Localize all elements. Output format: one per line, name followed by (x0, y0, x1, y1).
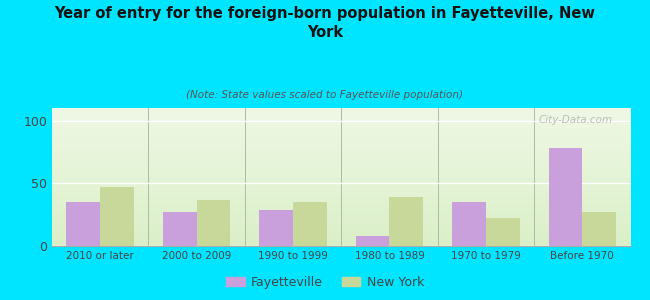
Bar (163, 212, 196, 246)
Text: (Note: State values scaled to Fayetteville population): (Note: State values scaled to Fayettevil… (187, 90, 463, 100)
Legend: Fayetteville, New York: Fayetteville, New York (221, 271, 429, 294)
Bar (486, 218, 519, 246)
Bar (549, 148, 582, 246)
Bar (452, 202, 486, 246)
Bar (196, 200, 230, 246)
Text: Year of entry for the foreign-born population in Fayetteville, New
York: Year of entry for the foreign-born popul… (55, 6, 595, 40)
Bar (356, 236, 389, 246)
Text: City-Data.com: City-Data.com (539, 115, 613, 125)
Bar (389, 197, 423, 246)
Bar (582, 212, 616, 246)
Bar (100, 187, 134, 246)
Bar (293, 202, 327, 246)
Bar (66, 202, 100, 246)
Bar (259, 210, 293, 246)
